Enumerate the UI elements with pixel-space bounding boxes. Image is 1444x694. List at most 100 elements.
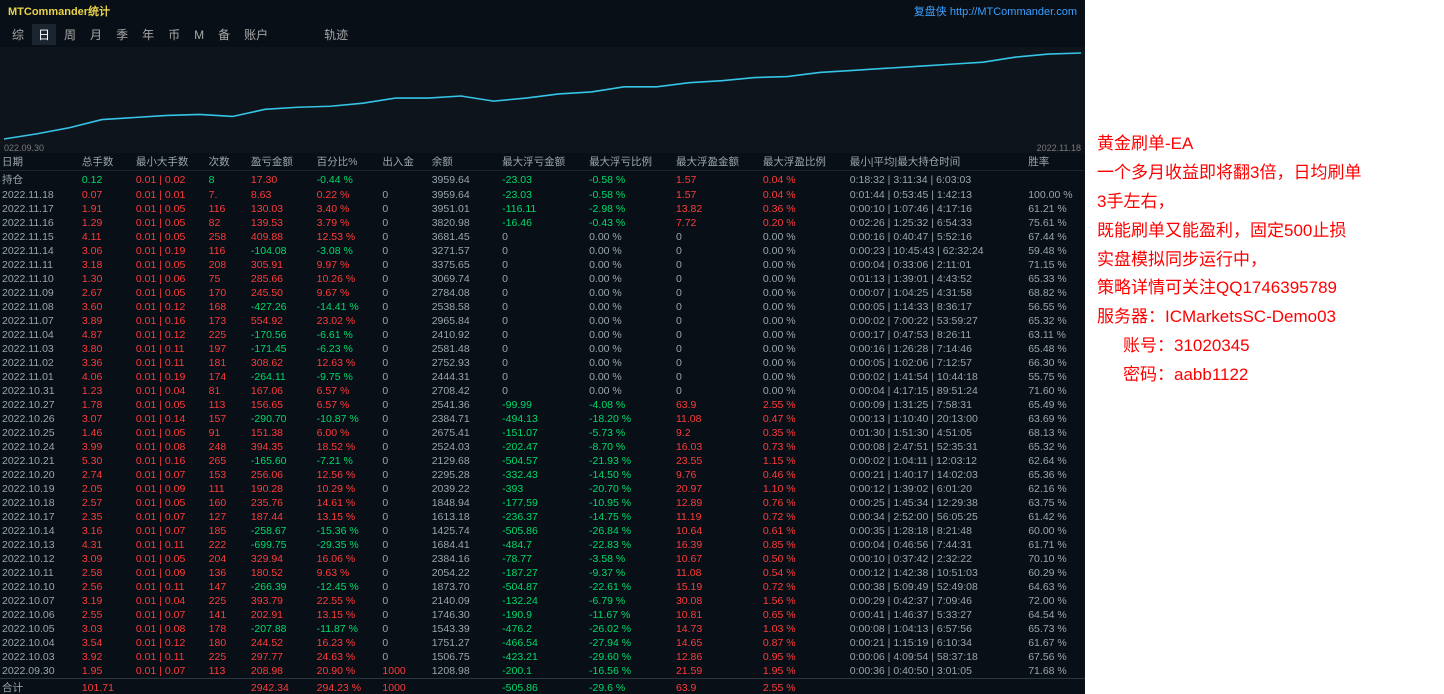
tab-周[interactable]: 周: [58, 24, 82, 45]
tab-日[interactable]: 日: [32, 24, 56, 45]
table-row[interactable]: 2022.10.143.160.01 | 0.07185-258.67-15.3…: [0, 524, 1085, 538]
col-pl[interactable]: 盈亏金额: [249, 153, 315, 171]
tab-trace[interactable]: 轨迹: [318, 24, 354, 45]
table-row[interactable]: 2022.10.053.030.01 | 0.08178-207.88-11.8…: [0, 622, 1085, 636]
table-row[interactable]: 合计101.712942.34294.23 %1000-505.86-29.6 …: [0, 679, 1085, 694]
col-maxgain[interactable]: 最大浮盈金额: [674, 153, 761, 171]
cell-maxlossp: -14.50 %: [587, 468, 674, 482]
table-row[interactable]: 2022.11.161.290.01 | 0.0582139.533.79 %0…: [0, 216, 1085, 230]
cell-pl: 244.52: [249, 636, 315, 650]
cell-maxlossp: -3.58 %: [587, 552, 674, 566]
col-maxlossp[interactable]: 最大浮亏比例: [587, 153, 674, 171]
cell-maxgain: 11.08: [674, 412, 761, 426]
table-row[interactable]: 2022.11.101.300.01 | 0.0675285.6610.26 %…: [0, 272, 1085, 286]
table-row[interactable]: 2022.10.192.050.01 | 0.09111190.2810.29 …: [0, 482, 1085, 496]
cell-pct: -15.36 %: [315, 524, 381, 538]
col-maxloss[interactable]: 最大浮亏金额: [500, 153, 587, 171]
col-minmax[interactable]: 最小大手数: [134, 153, 207, 171]
col-cnt[interactable]: 次数: [207, 153, 249, 171]
svg-text:2022.11.18: 2022.11.18: [1037, 143, 1081, 153]
anno-line: 一个多月收益即将翻3倍，日均刷单: [1097, 159, 1434, 188]
cell-cnt: 111: [207, 482, 249, 496]
table-row[interactable]: 2022.10.102.560.01 | 0.11147-266.39-12.4…: [0, 580, 1085, 594]
cell-maxgain: 0: [674, 230, 761, 244]
table-row[interactable]: 2022.10.263.070.01 | 0.14157-290.70-10.8…: [0, 412, 1085, 426]
table-row[interactable]: 持仓0.120.01 | 0.02817.30-0.44 %3959.64-23…: [0, 171, 1085, 189]
col-times[interactable]: 最小|平均|最大持仓时间: [848, 153, 1026, 171]
col-date[interactable]: 日期: [0, 153, 80, 171]
cell-date: 2022.11.04: [0, 328, 80, 342]
cell-minmax: 0.01 | 0.12: [134, 300, 207, 314]
cell-bal: 1613.18: [430, 510, 500, 524]
cell-win: 65.49 %: [1026, 398, 1085, 412]
cell-minmax: 0.01 | 0.11: [134, 650, 207, 664]
cell-io: 0: [380, 622, 429, 636]
table-row[interactable]: 2022.10.112.580.01 | 0.09136180.529.63 %…: [0, 566, 1085, 580]
cell-times: 0:00:10 | 0:37:42 | 2:32:22: [848, 552, 1026, 566]
table-row[interactable]: 2022.11.083.600.01 | 0.12168-427.26-14.4…: [0, 300, 1085, 314]
cell-total: 3.92: [80, 650, 134, 664]
table-row[interactable]: 2022.11.014.060.01 | 0.19174-264.11-9.75…: [0, 370, 1085, 384]
col-total[interactable]: 总手数: [80, 153, 134, 171]
table-row[interactable]: 2022.09.301.950.01 | 0.07113208.9820.90 …: [0, 664, 1085, 679]
table-row[interactable]: 2022.11.033.800.01 | 0.11197-171.45-6.23…: [0, 342, 1085, 356]
table-row[interactable]: 2022.11.143.060.01 | 0.19116-104.08-3.08…: [0, 244, 1085, 258]
cell-maxloss: -476.2: [500, 622, 587, 636]
cell-pct: 294.23 %: [315, 679, 381, 694]
cell-io: 0: [380, 356, 429, 370]
tab-备[interactable]: 备: [212, 24, 236, 45]
table-row[interactable]: 2022.10.182.570.01 | 0.05160235.7614.61 …: [0, 496, 1085, 510]
table-row[interactable]: 2022.10.243.990.01 | 0.08248394.3518.52 …: [0, 440, 1085, 454]
tab-季[interactable]: 季: [110, 24, 134, 45]
table-row[interactable]: 2022.11.073.890.01 | 0.16173554.9223.02 …: [0, 314, 1085, 328]
table-row[interactable]: 2022.10.073.190.01 | 0.04225393.7922.55 …: [0, 594, 1085, 608]
table-row[interactable]: 2022.11.154.110.01 | 0.05258409.8812.53 …: [0, 230, 1085, 244]
table-row[interactable]: 2022.10.215.300.01 | 0.16265-165.60-7.21…: [0, 454, 1085, 468]
cell-cnt: 116: [207, 244, 249, 258]
cell-io: 0: [380, 244, 429, 258]
brand-link[interactable]: 复盘侠 http://MTCommander.com: [914, 3, 1077, 19]
cell-win: 63.11 %: [1026, 328, 1085, 342]
col-maxgainp[interactable]: 最大浮盈比例: [761, 153, 848, 171]
cell-cnt: 248: [207, 440, 249, 454]
table-row[interactable]: 2022.11.044.870.01 | 0.12225-170.56-6.61…: [0, 328, 1085, 342]
cell-pct: 9.97 %: [315, 258, 381, 272]
table-row[interactable]: 2022.10.271.780.01 | 0.05113156.656.57 %…: [0, 398, 1085, 412]
tab-年[interactable]: 年: [136, 24, 160, 45]
table-row[interactable]: 2022.10.202.740.01 | 0.07153256.0612.56 …: [0, 468, 1085, 482]
app-title: MTCommander统计: [8, 3, 110, 19]
table-row[interactable]: 2022.10.134.310.01 | 0.11222-699.75-29.3…: [0, 538, 1085, 552]
table-row[interactable]: 2022.10.062.550.01 | 0.07141202.9113.15 …: [0, 608, 1085, 622]
table-row[interactable]: 2022.10.172.350.01 | 0.07127187.4413.15 …: [0, 510, 1085, 524]
cell-total: 5.30: [80, 454, 134, 468]
table-row[interactable]: 2022.11.180.070.01 | 0.017.8.630.22 %039…: [0, 188, 1085, 202]
cell-date: 2022.10.04: [0, 636, 80, 650]
table-row[interactable]: 2022.10.033.920.01 | 0.11225297.7724.63 …: [0, 650, 1085, 664]
cell-total: 3.80: [80, 342, 134, 356]
table-row[interactable]: 2022.11.023.360.01 | 0.11181308.6212.63 …: [0, 356, 1085, 370]
cell-bal: 1543.39: [430, 622, 500, 636]
tab-M[interactable]: M: [188, 26, 210, 44]
cell-maxgainp: 0.87 %: [761, 636, 848, 650]
cell-bal: 2541.36: [430, 398, 500, 412]
col-bal[interactable]: 余额: [430, 153, 500, 171]
col-win[interactable]: 胜率: [1026, 153, 1085, 171]
tab-币[interactable]: 币: [162, 24, 186, 45]
col-pct[interactable]: 百分比%: [315, 153, 381, 171]
cell-times: 0:00:21 | 1:40:17 | 14:02:03: [848, 468, 1026, 482]
table-row[interactable]: 2022.10.123.090.01 | 0.05204329.9416.06 …: [0, 552, 1085, 566]
tab-综[interactable]: 综: [6, 24, 30, 45]
table-row[interactable]: 2022.10.311.230.01 | 0.0481167.066.57 %0…: [0, 384, 1085, 398]
table-row[interactable]: 2022.10.043.540.01 | 0.12180244.5216.23 …: [0, 636, 1085, 650]
tab-月[interactable]: 月: [84, 24, 108, 45]
cell-maxgainp: 1.10 %: [761, 482, 848, 496]
table-row[interactable]: 2022.11.113.180.01 | 0.05208305.919.97 %…: [0, 258, 1085, 272]
cell-date: 2022.10.31: [0, 384, 80, 398]
tab-账户[interactable]: 账户: [238, 24, 274, 45]
cell-maxgain: 0: [674, 356, 761, 370]
cell-bal: 2524.03: [430, 440, 500, 454]
table-row[interactable]: 2022.10.251.460.01 | 0.0591151.386.00 %0…: [0, 426, 1085, 440]
col-io[interactable]: 出入金: [380, 153, 429, 171]
table-row[interactable]: 2022.11.171.910.01 | 0.05116130.033.40 %…: [0, 202, 1085, 216]
table-row[interactable]: 2022.11.092.670.01 | 0.05170245.509.67 %…: [0, 286, 1085, 300]
